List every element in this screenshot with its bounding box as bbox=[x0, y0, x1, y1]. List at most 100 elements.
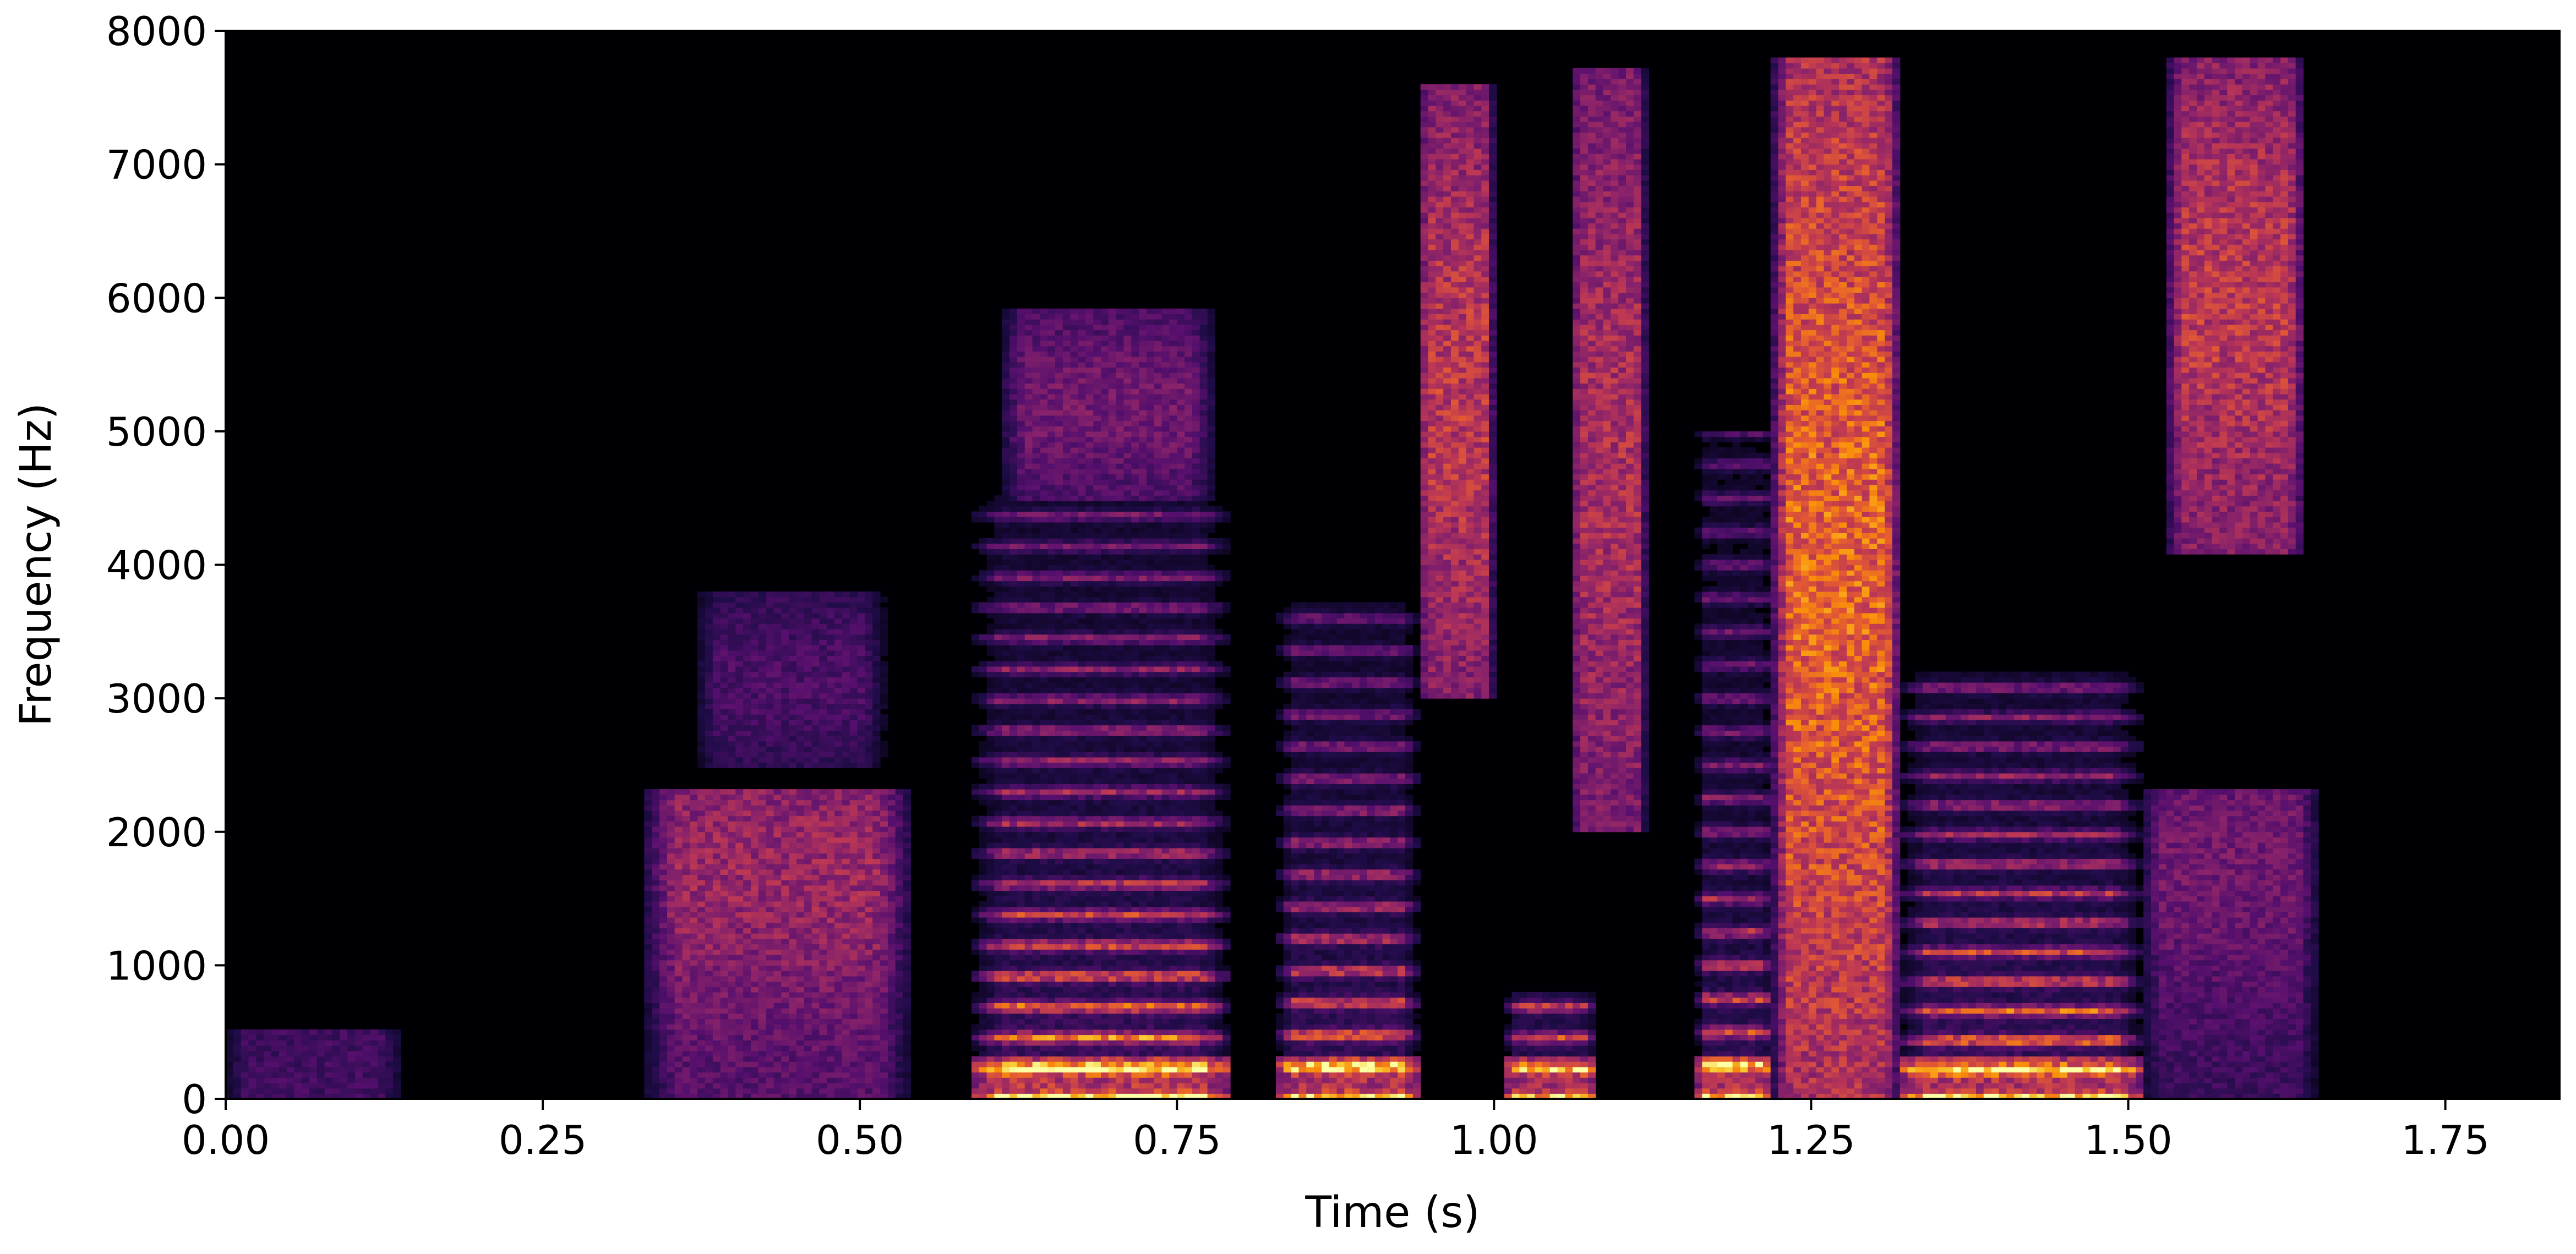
spectrogram-cell bbox=[674, 800, 683, 806]
spectrogram-cell bbox=[682, 1082, 690, 1089]
spectrogram-cell bbox=[994, 778, 1002, 784]
spectrogram-cell bbox=[796, 1029, 805, 1036]
spectrogram-cell bbox=[728, 671, 736, 677]
spectrogram-cell bbox=[781, 746, 789, 752]
spectrogram-cell bbox=[758, 714, 767, 720]
spectrogram-cell bbox=[659, 1077, 668, 1083]
spectrogram-cell bbox=[1062, 559, 1071, 566]
spectrogram-cell bbox=[712, 912, 721, 918]
spectrogram-cell bbox=[1062, 506, 1071, 512]
spectrogram-cell bbox=[880, 992, 888, 998]
spectrogram-cell bbox=[1002, 864, 1010, 870]
spectrogram-cell bbox=[682, 826, 690, 833]
spectrogram-cell bbox=[758, 933, 767, 939]
spectrogram-cell bbox=[1017, 784, 1025, 790]
spectrogram-cell bbox=[1002, 1088, 1010, 1094]
spectrogram-cell bbox=[1024, 442, 1033, 448]
spectrogram-cell bbox=[1078, 1056, 1086, 1062]
spectrogram-cell bbox=[781, 885, 789, 891]
spectrogram-cell bbox=[895, 1050, 904, 1056]
spectrogram-cell bbox=[849, 1061, 858, 1067]
spectrogram-cell bbox=[811, 976, 820, 982]
spectrogram-cell bbox=[751, 762, 759, 768]
spectrogram-cell bbox=[972, 1024, 980, 1030]
spectrogram-cell bbox=[773, 677, 782, 683]
spectrogram-cell bbox=[728, 938, 736, 945]
spectrogram-cell bbox=[362, 1056, 371, 1062]
spectrogram-cell bbox=[857, 874, 865, 880]
spectrogram-cell bbox=[385, 1050, 394, 1056]
spectrogram-cell bbox=[994, 1077, 1002, 1083]
spectrogram-cell bbox=[1024, 1082, 1033, 1089]
spectrogram-cell bbox=[720, 757, 729, 763]
spectrogram-cell bbox=[872, 1050, 881, 1056]
spectrogram-cell bbox=[865, 736, 873, 742]
spectrogram-cell bbox=[834, 618, 843, 624]
spectrogram-cell bbox=[1002, 928, 1010, 934]
spectrogram-cell bbox=[1070, 362, 1079, 368]
spectrogram-cell bbox=[789, 815, 797, 822]
spectrogram-cell bbox=[781, 1018, 789, 1025]
spectrogram-cell bbox=[865, 1082, 873, 1089]
spectrogram-cell bbox=[857, 655, 865, 661]
spectrogram-cell bbox=[766, 933, 774, 939]
spectrogram-cell bbox=[743, 880, 751, 886]
spectrogram-cell bbox=[994, 752, 1002, 758]
spectrogram-cell bbox=[827, 971, 835, 977]
spectrogram-cell bbox=[880, 618, 888, 624]
spectrogram-cell bbox=[385, 1040, 394, 1046]
spectrogram-cell bbox=[986, 1040, 995, 1046]
spectrogram-cell bbox=[1002, 1040, 1010, 1046]
spectrogram-cell bbox=[1070, 896, 1079, 902]
spectrogram-cell bbox=[652, 831, 660, 838]
spectrogram-cell bbox=[728, 623, 736, 629]
spectrogram-cell bbox=[1040, 1045, 1048, 1052]
spectrogram-cell bbox=[1047, 511, 1056, 517]
spectrogram-cell bbox=[652, 1088, 660, 1094]
spectrogram-cell bbox=[849, 965, 858, 971]
spectrogram-cell bbox=[720, 917, 729, 923]
spectrogram-cell bbox=[1002, 645, 1010, 651]
spectrogram-cell bbox=[972, 917, 980, 923]
spectrogram-cell bbox=[773, 949, 782, 955]
spectrogram-cell bbox=[1002, 415, 1010, 421]
spectrogram-cell bbox=[758, 618, 767, 624]
spectrogram-cell bbox=[743, 725, 751, 731]
spectrogram-cell bbox=[773, 810, 782, 817]
spectrogram-cell bbox=[796, 746, 805, 752]
spectrogram-cell bbox=[972, 821, 980, 827]
spectrogram-cell bbox=[652, 992, 660, 998]
spectrogram-cell bbox=[781, 938, 789, 945]
spectrogram-cell bbox=[1024, 388, 1033, 395]
spectrogram-cell bbox=[811, 741, 820, 747]
spectrogram-cell bbox=[842, 1066, 850, 1073]
spectrogram-cell bbox=[1009, 714, 1018, 720]
spectrogram-cell bbox=[796, 752, 805, 758]
spectrogram-cell bbox=[895, 842, 904, 848]
spectrogram-cell bbox=[972, 1045, 980, 1052]
spectrogram-cell bbox=[1024, 1045, 1033, 1052]
spectrogram-cell bbox=[1040, 677, 1048, 683]
spectrogram-cell bbox=[697, 757, 706, 763]
spectrogram-cell bbox=[355, 1082, 363, 1089]
spectrogram-cell bbox=[849, 714, 858, 720]
spectrogram-cell bbox=[690, 1034, 698, 1041]
spectrogram-cell bbox=[1055, 746, 1063, 752]
spectrogram-cell bbox=[773, 725, 782, 731]
spectrogram-cell bbox=[370, 1072, 379, 1078]
spectrogram-cell bbox=[880, 661, 888, 667]
spectrogram-cell bbox=[1032, 410, 1040, 416]
spectrogram-cell bbox=[781, 1024, 789, 1030]
spectrogram-cell bbox=[1062, 1040, 1071, 1046]
spectrogram-cell bbox=[872, 944, 881, 950]
spectrogram-cell bbox=[1032, 709, 1040, 715]
spectrogram-cell bbox=[1024, 981, 1033, 987]
spectrogram-cell bbox=[781, 655, 789, 661]
spectrogram-cell bbox=[1047, 976, 1056, 982]
spectrogram-cell bbox=[712, 1061, 721, 1067]
spectrogram-cell bbox=[1017, 741, 1025, 747]
spectrogram-cell bbox=[347, 1088, 356, 1094]
spectrogram-cell bbox=[751, 933, 759, 939]
spectrogram-cell bbox=[857, 719, 865, 726]
spectrogram-cell bbox=[697, 837, 706, 843]
